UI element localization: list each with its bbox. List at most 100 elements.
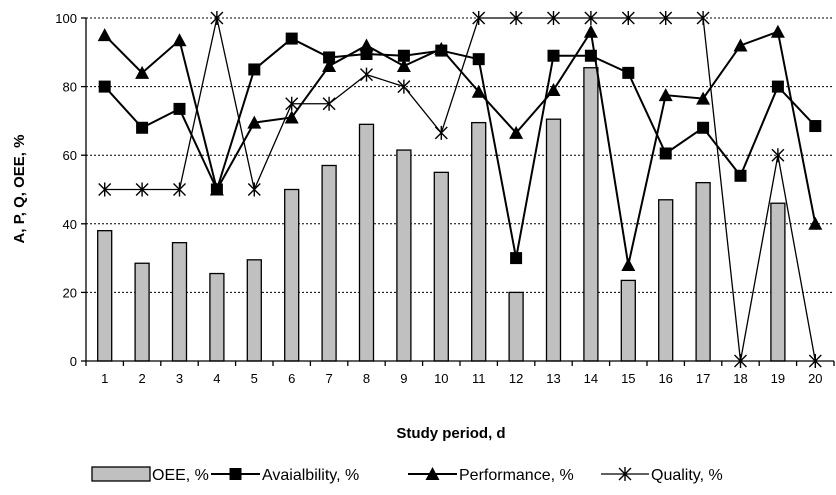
square-point	[173, 102, 186, 115]
triangle-point	[509, 125, 524, 139]
triangle-point	[546, 83, 561, 97]
triangle-point	[658, 88, 673, 102]
legend-marker	[618, 467, 632, 481]
legend-label: Quality, %	[651, 467, 723, 484]
square-point	[697, 121, 710, 134]
triangle-point	[396, 59, 411, 73]
oee-bar	[583, 67, 599, 362]
star-point	[135, 182, 149, 197]
y-tick-label: 0	[70, 354, 77, 369]
x-tick-label: 9	[400, 371, 407, 386]
triangle-point	[172, 33, 187, 47]
legend-item: Performance, %	[408, 467, 574, 484]
x-tick-labels: 1 2 3 4 5 6 7 8 9 10 11 12 13 14 15 16 17 18 19 20	[101, 371, 822, 386]
oee-bar	[658, 199, 674, 362]
x-tick-label: 14	[584, 371, 598, 386]
x-tick-label: 6	[288, 371, 295, 386]
star-point	[696, 11, 710, 25]
gridlines	[86, 17, 834, 293]
triangle-point	[322, 59, 337, 73]
legend-label: OEE, %	[152, 467, 209, 484]
legend-marker	[425, 467, 440, 480]
square-point	[323, 51, 336, 64]
x-tick-label: 8	[363, 371, 370, 386]
triangle-point	[284, 110, 299, 124]
oee-bar	[171, 242, 188, 362]
star-point	[247, 182, 261, 197]
y-tick-label: 60	[63, 148, 77, 163]
star-point	[285, 96, 299, 111]
triangle-point	[209, 182, 224, 196]
triangle-point	[247, 115, 262, 129]
star-point	[210, 11, 224, 25]
triangle-point	[733, 38, 748, 52]
legend-item: Quality, %	[601, 467, 723, 484]
oee-bars	[97, 67, 786, 362]
oee-bar	[97, 230, 113, 362]
triangle-line	[103, 28, 817, 266]
star-point	[547, 11, 560, 25]
oee-bar	[209, 272, 225, 362]
triangle-point	[471, 84, 486, 98]
x-tick-label: 1	[101, 371, 108, 386]
oee-bar	[321, 164, 337, 362]
triangle-point	[434, 41, 449, 55]
star-point	[584, 11, 598, 25]
square-point	[472, 53, 485, 66]
x-axis-title: Study period, d	[396, 425, 505, 442]
x-tick-label: 4	[213, 371, 220, 386]
star-point	[659, 11, 673, 25]
square-point	[285, 32, 298, 45]
x-tick-label: 13	[546, 371, 560, 386]
y-tick-labels: 0 20 40 60 80 100	[55, 11, 77, 369]
star-point	[98, 182, 112, 197]
oee-bar	[508, 291, 524, 362]
star-point	[472, 11, 486, 25]
triangle-point	[808, 216, 823, 230]
y-tick-label: 40	[63, 217, 77, 232]
square-point	[771, 80, 784, 93]
square-point	[397, 49, 410, 62]
x-tick-label: 19	[771, 371, 785, 386]
y-tick-label: 100	[55, 11, 77, 26]
triangle-point	[135, 65, 150, 79]
series-markers	[97, 11, 823, 368]
square-point	[547, 49, 560, 62]
star-point	[173, 182, 186, 197]
triangle-point	[770, 24, 785, 38]
triangle-point	[696, 91, 711, 105]
legend-item: OEE, %	[91, 466, 209, 484]
star-point	[434, 125, 448, 140]
oee-bar	[134, 262, 150, 362]
axes	[81, 17, 835, 366]
oee-bar	[695, 181, 711, 362]
triangle-point	[97, 28, 112, 42]
x-tick-label: 2	[138, 371, 145, 386]
star-point	[360, 67, 373, 82]
star-point	[397, 79, 411, 94]
oee-bar	[770, 202, 786, 362]
x-tick-label: 5	[251, 371, 258, 386]
triangle-point	[359, 38, 374, 52]
square-line	[103, 37, 817, 259]
legend: OEE, % Avaialbility, % Performance, % Quali…	[91, 466, 723, 484]
legend-label: Avaialbility, %	[262, 467, 359, 484]
x-tick-label: 15	[621, 371, 635, 386]
triangle-point	[621, 257, 636, 271]
x-tick-label: 11	[472, 371, 486, 386]
square-point	[622, 66, 635, 79]
star-point	[509, 11, 523, 25]
square-point	[809, 120, 822, 133]
x-tick-label: 7	[325, 371, 332, 386]
star-point	[322, 96, 336, 111]
square-point	[659, 147, 672, 160]
square-point	[510, 252, 523, 265]
x-tick-label: 16	[658, 371, 672, 386]
x-tick-label: 17	[696, 371, 710, 386]
square-point	[136, 121, 149, 134]
oee-bar	[545, 118, 562, 362]
oee-bar	[358, 123, 375, 362]
oee-bar	[620, 279, 636, 362]
oee-bar	[471, 121, 487, 362]
star-line	[104, 17, 816, 362]
